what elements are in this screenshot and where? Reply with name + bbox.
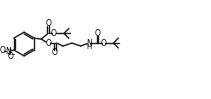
Text: O: O [95, 29, 100, 38]
Text: O: O [51, 29, 57, 38]
Text: +: + [8, 48, 12, 52]
Text: N: N [86, 39, 92, 48]
Text: O: O [45, 39, 51, 48]
Text: N: N [5, 48, 11, 56]
Text: −: − [11, 52, 15, 57]
Text: O: O [0, 47, 5, 55]
Text: H: H [86, 44, 91, 50]
Text: O: O [45, 20, 51, 29]
Text: O: O [52, 48, 58, 57]
Text: O: O [7, 52, 13, 61]
Text: O: O [101, 39, 107, 48]
